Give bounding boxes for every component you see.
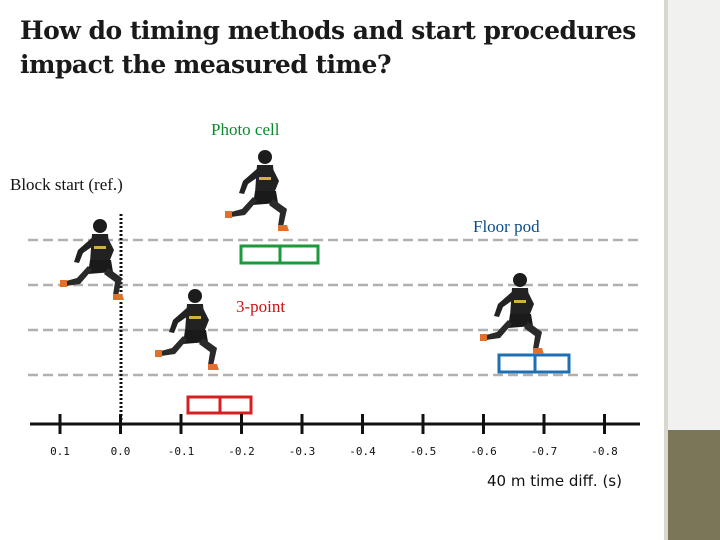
- side-panel-dark: [668, 430, 720, 540]
- axis-tick-label: -0.4: [349, 445, 376, 458]
- page-title: How do timing methods and start procedur…: [20, 16, 636, 79]
- photo-cell-label: Photo cell: [211, 120, 280, 139]
- axis-tick-label: 0.0: [111, 445, 131, 458]
- axis-title: 40 m time diff. (s): [487, 472, 622, 490]
- sprinter-icon-photo-cell: [225, 150, 289, 231]
- sprinter-icon-block-start: [60, 219, 124, 300]
- axis-ticks: 0.1 0.0 -0.1 -0.2 -0.3 -0.4 -0.5 -0.6 -0.7 -0.8: [50, 414, 618, 458]
- side-divider: [664, 0, 668, 540]
- axis-tick-label: 0.1: [50, 445, 70, 458]
- axis-tick-label: -0.3: [289, 445, 316, 458]
- axis-tick-label: -0.1: [168, 445, 195, 458]
- three-point-device: [186, 395, 253, 415]
- timing-diagram: 0.1 0.0 -0.1 -0.2 -0.3 -0.4 -0.5 -0.6 -0.7 -0.8: [28, 150, 642, 458]
- axis-tick-label: -0.6: [470, 445, 497, 458]
- floor-pod-label: Floor pod: [473, 217, 540, 236]
- axis-tick-label: -0.8: [591, 445, 618, 458]
- axis-tick-label: -0.5: [410, 445, 437, 458]
- photo-cell-device: [239, 244, 320, 265]
- axis-tick-label: -0.7: [531, 445, 558, 458]
- side-panel-light: [668, 0, 720, 430]
- block-start-label: Block start (ref.): [10, 175, 123, 194]
- axis-tick-label: -0.2: [228, 445, 255, 458]
- three-point-label: 3-point: [236, 297, 286, 316]
- guide-lines: [28, 238, 642, 377]
- floor-pod-device: [497, 353, 571, 374]
